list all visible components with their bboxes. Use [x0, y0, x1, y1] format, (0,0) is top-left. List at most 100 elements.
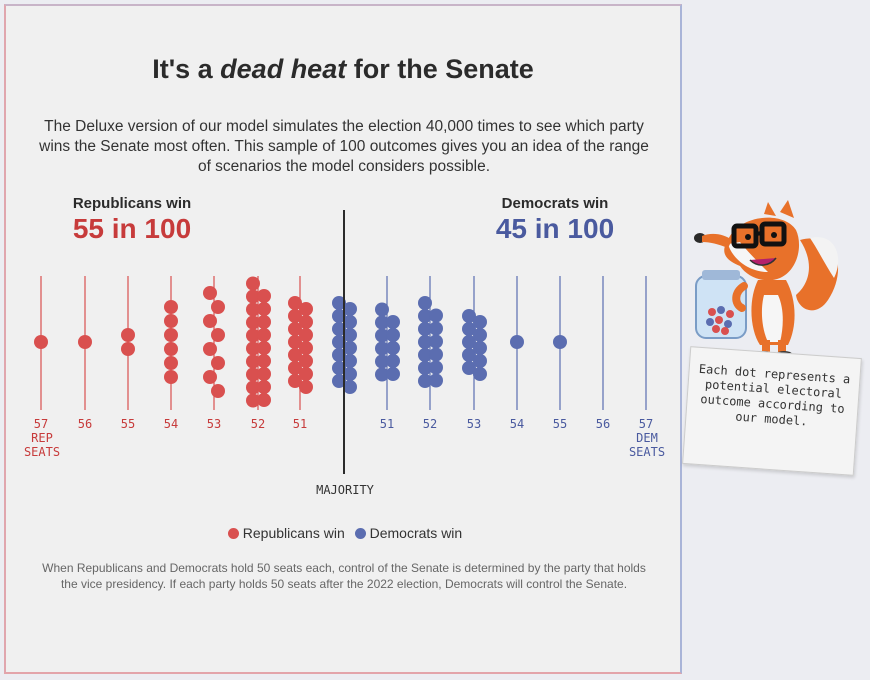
rep-outcome-dot	[288, 361, 302, 375]
majority-label: MAJORITY	[316, 483, 375, 497]
rep-outcome-dot	[257, 393, 271, 407]
dem-outcome-dot	[375, 315, 389, 330]
dem-outcome-dot	[375, 302, 389, 317]
dem-outcome-dot	[418, 322, 432, 336]
rep-outcome-dot	[299, 354, 313, 368]
dem-outcome-dot	[343, 380, 357, 394]
rep-outcome-dot	[246, 354, 260, 369]
rep-outcome-dot	[288, 335, 302, 349]
rep-outcome-dot	[203, 342, 217, 356]
rep-tick-label-53: 53	[207, 417, 221, 431]
dem-summary-label: Democrats win	[501, 195, 609, 212]
side-note: Each dot represents a potential electora…	[682, 346, 862, 476]
legend-item-rep: Republicans win	[227, 525, 345, 541]
rep-outcome-dot	[246, 393, 260, 408]
rep-outcome-dot	[246, 302, 260, 317]
rep-outcome-dot	[288, 374, 302, 388]
rep-outcome-dot	[299, 328, 313, 342]
dem-outcome-dot	[343, 302, 357, 316]
dem-outcome-dot	[418, 296, 432, 310]
rep-outcome-dot	[203, 370, 217, 384]
dem-outcome-dot	[418, 361, 432, 375]
rep-outcome-dot	[257, 380, 271, 394]
legend: Republicans win Democrats win	[0, 525, 690, 541]
rep-summary-count: 55 in 100	[72, 213, 192, 244]
dem-outcome-dot	[462, 348, 476, 362]
dem-outcome-dot	[429, 360, 443, 375]
dem-outcome-dot	[418, 348, 432, 362]
rep-outcome-dot	[257, 328, 271, 342]
rep-tick-label-57: 57	[34, 417, 48, 431]
rep-outcome-dot	[299, 380, 313, 394]
dem-outcome-dot	[343, 315, 357, 329]
rep-outcome-dot	[246, 315, 260, 330]
dem-outcome-dot	[473, 354, 487, 368]
dem-outcome-dot	[510, 335, 524, 349]
dem-outcome-dot	[429, 334, 443, 349]
dem-tick-label-55: 55	[553, 417, 567, 431]
rep-outcome-dot	[246, 367, 260, 382]
rep-outcome-dot	[288, 322, 302, 336]
dem-outcome-dot	[332, 348, 346, 362]
rep-outcome-dot	[299, 341, 313, 355]
dem-outcome-dot	[332, 335, 346, 349]
dem-outcome-dot	[343, 354, 357, 368]
dem-summary: Democrats win 45 in 100	[475, 195, 635, 245]
dem-outcome-dot	[332, 296, 346, 310]
rep-outcome-dot	[288, 296, 302, 310]
dem-tick-label-51: 51	[380, 417, 394, 431]
dem-outcome-dot	[386, 328, 400, 342]
rep-outcome-dot	[246, 380, 260, 395]
dem-outcome-dot	[429, 373, 443, 388]
rep-outcome-dot	[164, 300, 178, 314]
rep-outcome-dot	[211, 328, 225, 342]
dem-tick-label-54: 54	[510, 417, 524, 431]
dem-outcome-dot	[343, 341, 357, 355]
dem-outcome-dot	[386, 367, 400, 381]
fox-mascot-icon	[694, 200, 839, 357]
dem-outcome-dot	[462, 335, 476, 349]
rep-outcome-dot	[164, 314, 178, 328]
rep-outcome-dot	[164, 342, 178, 356]
dem-outcome-dot	[553, 335, 567, 349]
rep-outcome-dot	[257, 289, 271, 303]
dem-outcome-dot	[462, 309, 476, 323]
dem-outcome-dot	[343, 328, 357, 342]
dem-outcome-dot	[473, 328, 487, 342]
legend-dem-label: Democrats win	[369, 525, 463, 541]
rep-tick-label-51: 51	[293, 417, 307, 431]
dem-outcome-dot	[343, 367, 357, 381]
rep-outcome-dot	[34, 335, 48, 349]
dem-sub-label: DEM	[636, 431, 658, 445]
rep-tick-label-55: 55	[121, 417, 135, 431]
rep-summary: Republicans win 55 in 100	[52, 195, 212, 245]
rep-tick-label-54: 54	[164, 417, 178, 431]
dem-sub-label: SEATS	[629, 445, 665, 459]
legend-item-dem: Democrats win	[354, 525, 463, 541]
rep-outcome-dot	[246, 289, 260, 304]
rep-outcome-dot	[164, 370, 178, 384]
rep-outcome-dot	[203, 286, 217, 300]
dem-outcome-dot	[473, 367, 487, 381]
rep-summary-label: Republicans win	[72, 195, 192, 212]
legend-dem-swatch	[354, 528, 366, 539]
dem-outcome-dot	[418, 335, 432, 349]
legend-rep-label: Republicans win	[242, 525, 345, 541]
rep-sub-label: SEATS	[24, 445, 60, 459]
rep-outcome-dot	[164, 328, 178, 342]
rep-outcome-dot	[121, 328, 135, 342]
dem-outcome-dot	[386, 354, 400, 368]
dem-outcome-dot	[473, 341, 487, 355]
rep-outcome-dot	[203, 314, 217, 328]
chart-title: It's a dead heat for the Senate	[152, 54, 534, 84]
rep-outcome-dot	[299, 302, 313, 316]
dem-tick-label-52: 52	[423, 417, 437, 431]
rep-outcome-dot	[288, 348, 302, 362]
dem-outcome-dot	[375, 328, 389, 343]
dem-tick-label-56: 56	[596, 417, 610, 431]
dem-outcome-dot	[418, 374, 432, 388]
dem-outcome-dot	[429, 347, 443, 362]
rep-outcome-dot	[211, 384, 225, 398]
dem-outcome-dot	[332, 374, 346, 388]
